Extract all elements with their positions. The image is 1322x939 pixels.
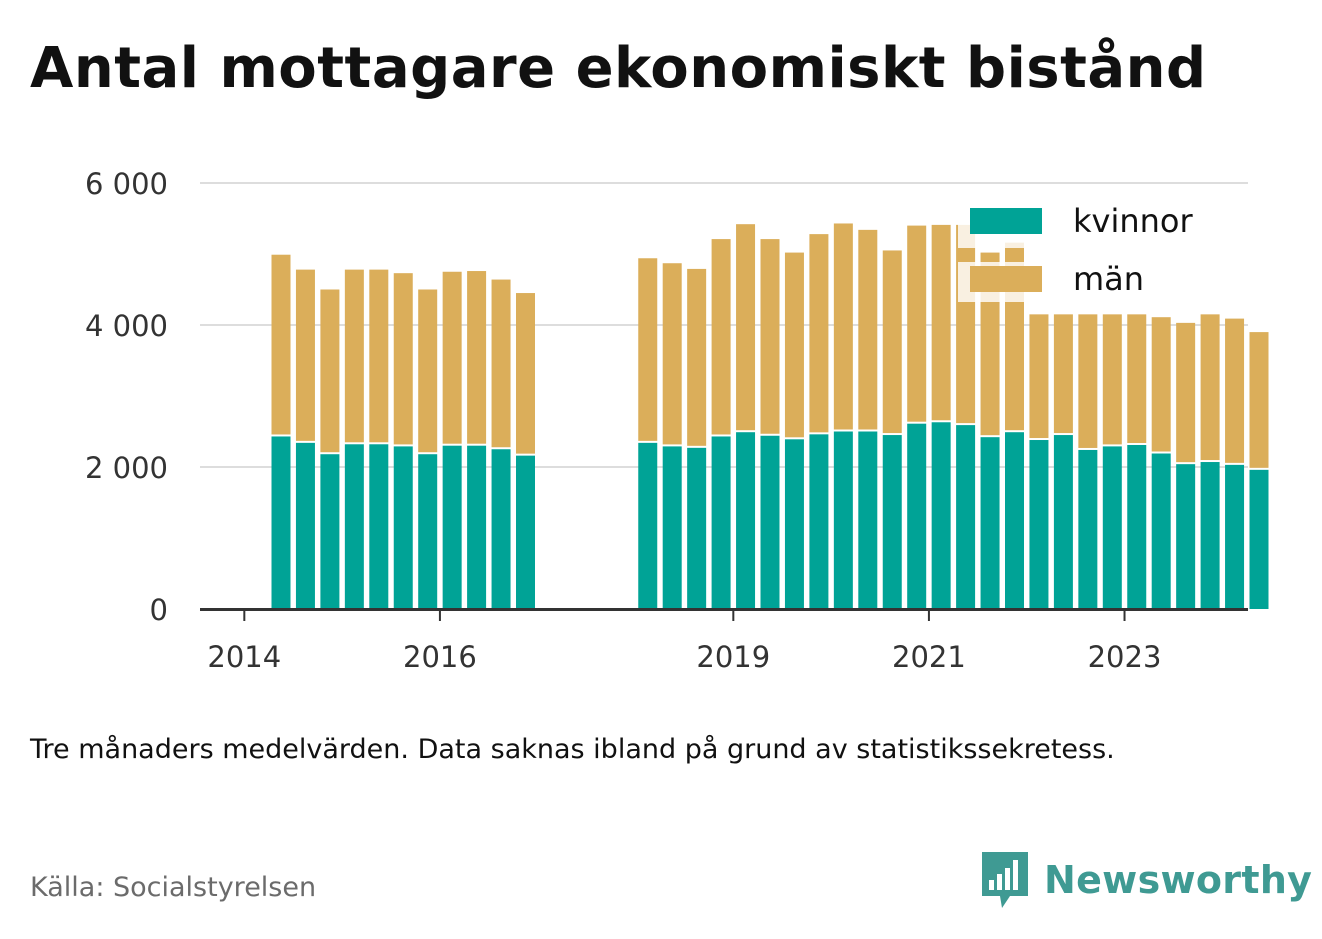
source-label: Källa: Socialstyrelsen [30, 872, 317, 903]
bar-kvinnor [442, 445, 462, 609]
bar-man [833, 223, 853, 430]
bar-kvinnor [393, 446, 413, 609]
bar-man [295, 269, 315, 441]
legend-label-man: män [1073, 260, 1144, 298]
bar-kvinnor [760, 435, 780, 609]
bar-man [1225, 318, 1245, 463]
bar-man [662, 263, 682, 445]
bar-man [956, 224, 976, 424]
bar-man [1053, 314, 1073, 434]
bar-kvinnor [858, 431, 878, 609]
bar-man [467, 271, 487, 444]
bar-kvinnor [295, 442, 315, 609]
bar-man [1078, 314, 1098, 448]
bar-chart-speech-bubble-icon [982, 852, 1028, 908]
bar-man [784, 252, 804, 438]
bar-kvinnor [1102, 446, 1122, 609]
bar-man [393, 273, 413, 445]
bars [271, 223, 1269, 609]
bar-kvinnor [1029, 440, 1049, 609]
bar-man [1127, 314, 1147, 443]
bar-kvinnor [1151, 453, 1171, 609]
bar-man [736, 224, 756, 431]
bar-kvinnor [907, 423, 927, 609]
bar-man [907, 225, 927, 422]
bar-kvinnor [467, 445, 487, 609]
bar-kvinnor [809, 434, 829, 609]
bar-kvinnor [1078, 449, 1098, 609]
legend-swatch-man [970, 266, 1042, 292]
legend-swatch-kvinnor [970, 208, 1042, 234]
brand-name: Newsworthy [1044, 858, 1313, 902]
legend-label-kvinnor: kvinnor [1073, 202, 1194, 240]
bar-man [320, 289, 340, 453]
legend: kvinnor män [958, 200, 1194, 302]
bar-kvinnor [638, 442, 658, 609]
bar-man [1249, 332, 1269, 468]
bar-man [858, 229, 878, 430]
bar-man [1102, 314, 1122, 445]
bar-kvinnor [320, 454, 340, 609]
bar-man [491, 279, 511, 448]
bar-kvinnor [491, 449, 511, 609]
bar-man [1151, 317, 1171, 452]
bar-man [809, 234, 829, 433]
bar-man [638, 258, 658, 441]
bar-man [516, 293, 535, 454]
bar-man [344, 269, 364, 443]
bar-kvinnor [931, 422, 951, 609]
bar-kvinnor [662, 446, 682, 609]
bar-man [369, 269, 389, 443]
bar-kvinnor [1200, 462, 1220, 609]
x-tick-label: 2023 [1088, 640, 1162, 674]
bar-man [882, 250, 902, 434]
bar-kvinnor [711, 436, 731, 609]
chart-note: Tre månaders medelvärden. Data saknas ib… [30, 734, 1115, 765]
bar-man [1029, 314, 1049, 439]
bar-man [931, 224, 951, 421]
x-tick-label: 2014 [207, 640, 281, 674]
bar-kvinnor [271, 436, 291, 609]
axes: 0 2 000 4 000 6 000 2014 2016 2019 2021 2023 [85, 167, 1248, 674]
bar-kvinnor [833, 431, 853, 609]
bar-man [1176, 322, 1196, 463]
bar-man [760, 239, 780, 434]
bar-kvinnor [784, 439, 804, 609]
bar-kvinnor [1053, 435, 1073, 609]
bar-kvinnor [1127, 444, 1147, 609]
bar-man [1200, 314, 1220, 461]
newsworthy-logo: Newsworthy [980, 848, 1312, 912]
y-tick-label: 0 [150, 593, 168, 627]
bar-kvinnor [956, 425, 976, 609]
bar-man [271, 254, 291, 435]
bar-kvinnor [1005, 432, 1024, 609]
x-tick-label: 2019 [696, 640, 770, 674]
bar-kvinnor [1225, 464, 1245, 609]
bar-man [418, 289, 438, 453]
bar-kvinnor [882, 435, 902, 609]
bar-kvinnor [1176, 464, 1196, 609]
bar-kvinnor [344, 444, 364, 609]
bar-man [711, 239, 731, 435]
bar-man [687, 268, 707, 446]
bar-kvinnor [980, 437, 1000, 609]
x-tick-label: 2021 [892, 640, 966, 674]
x-tick-label: 2016 [403, 640, 477, 674]
bar-kvinnor [418, 454, 438, 609]
y-tick-label: 6 000 [85, 167, 168, 201]
bar-man [442, 271, 462, 444]
bar-kvinnor [369, 444, 389, 609]
bar-kvinnor [516, 455, 535, 609]
bar-kvinnor [1249, 469, 1269, 609]
bar-kvinnor [687, 447, 707, 609]
y-tick-label: 2 000 [85, 451, 168, 485]
bar-kvinnor [736, 432, 756, 609]
y-tick-label: 4 000 [85, 309, 168, 343]
chart-title: Antal mottagare ekonomiskt bistånd [30, 36, 1207, 101]
bar-chart: 0 2 000 4 000 6 000 2014 2016 2019 2021 2023 kvi… [85, 167, 1269, 674]
